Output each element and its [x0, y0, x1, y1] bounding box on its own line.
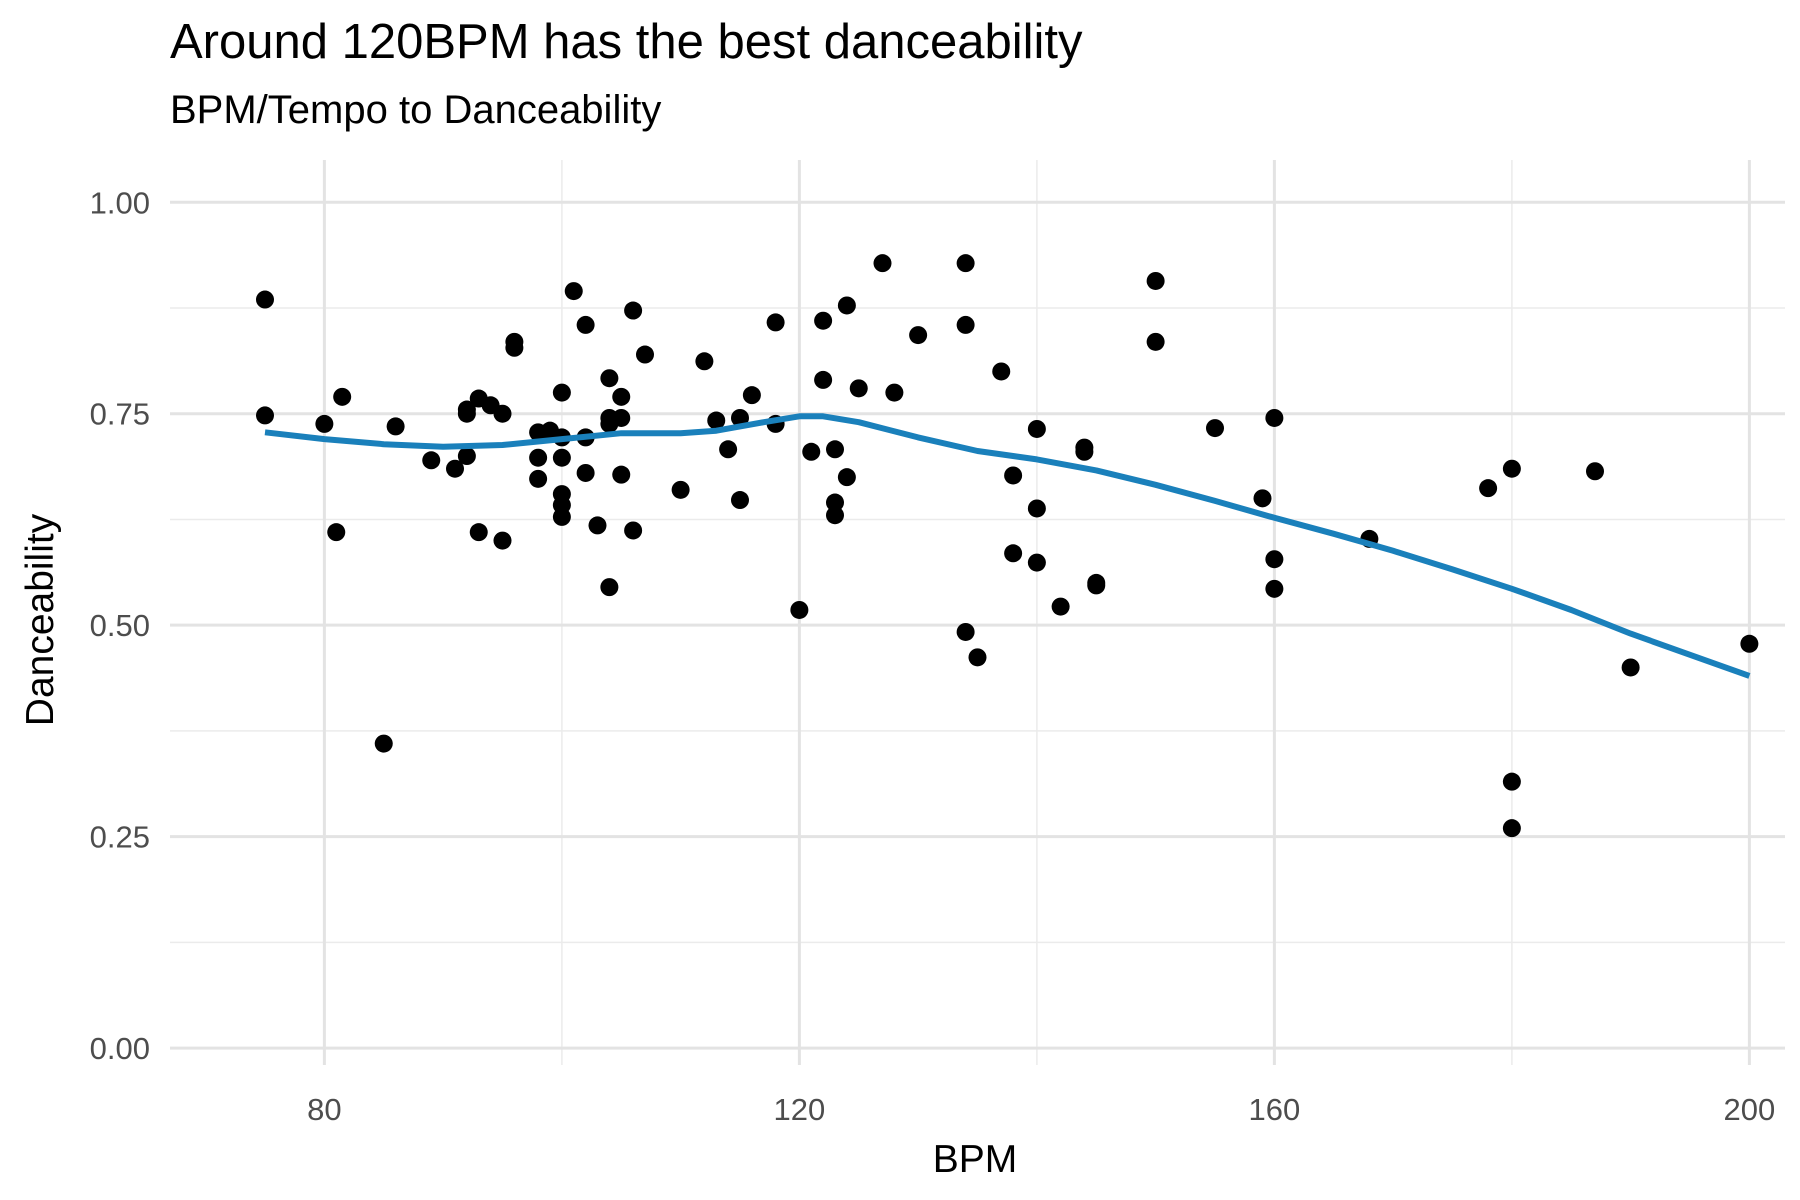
data-point: [612, 387, 631, 406]
data-point: [731, 491, 749, 510]
data-point: [837, 296, 856, 315]
data-point: [707, 411, 726, 430]
data-point: [814, 370, 833, 389]
data-point: [885, 383, 904, 402]
data-point: [968, 648, 987, 667]
data-point: [802, 442, 821, 461]
data-point: [600, 578, 619, 597]
data-point: [956, 622, 975, 641]
x-tick-label: 120: [774, 1092, 826, 1127]
trend-line: [264, 413, 1751, 679]
data-point: [1146, 332, 1165, 351]
data-point: [742, 386, 761, 405]
data-point: [529, 448, 548, 467]
data-point: [576, 315, 595, 334]
data-point: [826, 493, 844, 512]
data-point: [837, 468, 856, 487]
data-point: [469, 523, 488, 542]
data-point: [873, 254, 892, 273]
data-point: [719, 440, 738, 459]
data-point: [1206, 419, 1224, 438]
data-point: [1146, 271, 1165, 290]
data-point: [1479, 479, 1498, 498]
data-point: [457, 400, 476, 419]
data-point: [766, 313, 785, 332]
data-point: [1051, 597, 1070, 616]
axis-labels: 80 120 160 200 0.00 0.25 0.50 0.75 1.00: [90, 185, 1776, 1127]
y-tick-label: 0.50: [90, 608, 150, 643]
data-point: [1253, 489, 1272, 508]
data-point: [992, 362, 1011, 381]
data-point: [1502, 819, 1521, 838]
data-point: [1027, 499, 1046, 518]
data-point: [814, 311, 833, 330]
data-point: [695, 352, 714, 371]
data-point: [849, 379, 868, 398]
chart-subtitle: BPM/Tempo to Danceability: [170, 88, 662, 132]
x-tick-label: 80: [307, 1092, 341, 1127]
data-point: [552, 448, 571, 467]
data-point: [600, 369, 619, 388]
data-point: [1075, 442, 1094, 461]
y-tick-label: 0.25: [90, 820, 150, 855]
data-point: [576, 463, 595, 482]
data-point: [1502, 459, 1521, 478]
y-tick-label: 0.75: [90, 397, 150, 432]
data-point: [1027, 553, 1046, 572]
chart-title: Around 120BPM has the best danceability: [170, 15, 1083, 69]
data-point: [909, 326, 928, 345]
data-point: [826, 506, 844, 525]
x-axis-title: BPM: [933, 1138, 1018, 1181]
data-point: [1740, 634, 1759, 653]
data-point: [612, 465, 631, 484]
x-tick-label: 200: [1724, 1092, 1776, 1127]
data-point: [333, 387, 352, 406]
data-point: [1265, 550, 1284, 569]
data-point: [636, 345, 654, 364]
data-point: [1265, 408, 1284, 427]
data-point: [552, 383, 571, 402]
data-point: [446, 459, 464, 478]
data-point: [315, 414, 334, 433]
data-point: [956, 254, 975, 273]
data-point: [1586, 462, 1604, 481]
data-point: [588, 516, 607, 535]
data-point: [564, 282, 583, 301]
data-point: [731, 408, 749, 427]
data-points: [256, 254, 1759, 838]
data-point: [422, 451, 441, 470]
data-point: [386, 417, 405, 436]
data-point: [529, 469, 548, 488]
data-point: [1004, 544, 1023, 563]
data-point: [1502, 772, 1521, 791]
data-point: [612, 408, 631, 427]
data-point: [1265, 579, 1284, 598]
data-point: [671, 480, 690, 499]
y-tick-label: 1.00: [90, 185, 150, 220]
grid-lines: [170, 160, 1785, 1065]
data-point: [552, 507, 571, 526]
data-point: [374, 734, 393, 753]
data-point: [256, 290, 274, 309]
data-point: [624, 521, 643, 540]
data-point: [493, 404, 512, 423]
data-point: [505, 338, 524, 357]
data-point: [826, 440, 844, 459]
y-axis-title: Danceability: [19, 513, 62, 726]
x-tick-label: 160: [1249, 1092, 1301, 1127]
y-tick-label: 0.00: [90, 1031, 150, 1066]
data-point: [790, 600, 809, 619]
data-point: [457, 447, 476, 466]
data-point: [1621, 658, 1640, 677]
data-point: [327, 523, 346, 542]
data-point: [1027, 419, 1046, 438]
data-point: [624, 301, 643, 320]
trend-line-group: [264, 413, 1751, 679]
data-point: [1004, 466, 1023, 485]
data-point: [256, 406, 274, 425]
data-point: [956, 315, 975, 334]
data-point: [493, 531, 512, 550]
data-point: [1087, 576, 1106, 595]
